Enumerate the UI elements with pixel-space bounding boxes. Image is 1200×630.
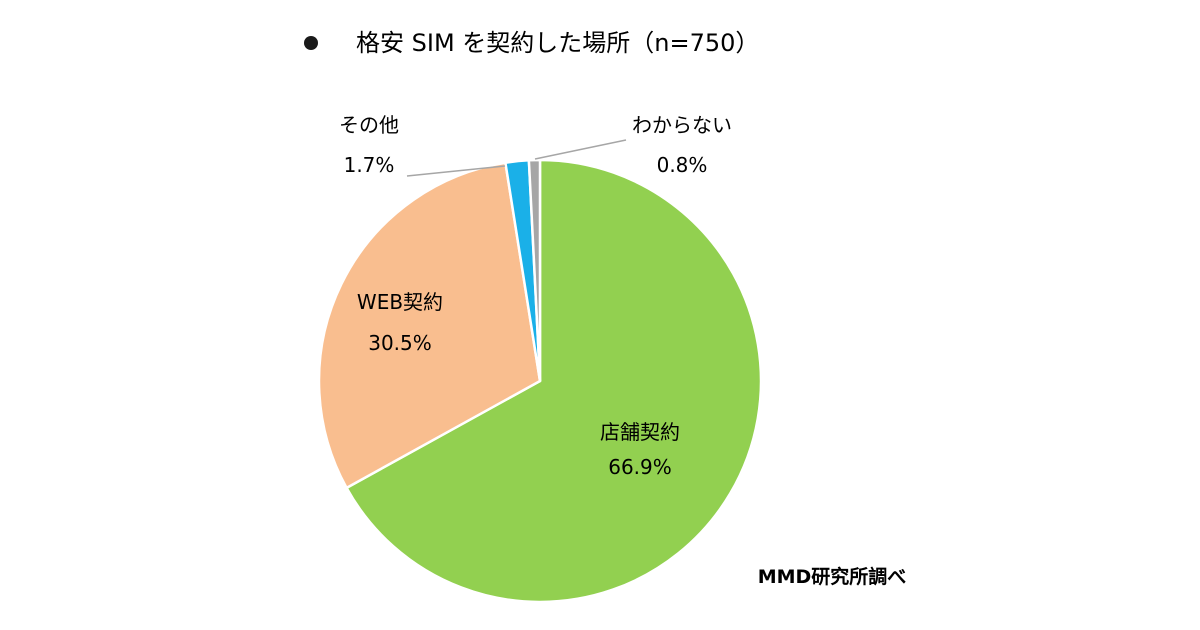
title-bullet <box>304 36 318 50</box>
pie-slices <box>317 158 763 604</box>
pie-slice-1 <box>345 158 763 604</box>
slice-label-3: その他 <box>339 113 399 137</box>
slice-labels: 店舗契約 66.9% WEB契約 30.5% その他 1.7% わからない 0.8% <box>339 113 732 479</box>
slice-value-4: 0.8% <box>657 153 708 177</box>
pie-slice-2 <box>317 161 542 490</box>
slice-value-2: 30.5% <box>368 331 432 355</box>
slice-label-4: わからない <box>632 113 732 137</box>
slice-label-1: 店舗契約 <box>600 420 680 444</box>
slice-value-3: 1.7% <box>344 153 395 177</box>
slice-value-1: 66.9% <box>608 455 672 479</box>
leader-lines <box>406 139 627 177</box>
source-note: MMD研究所調べ <box>758 565 907 588</box>
chart-title: 格安 SIM を契約した場所（n=750） <box>356 29 759 57</box>
pie-slice-4 <box>527 158 542 383</box>
leader-line-4 <box>534 139 627 160</box>
leader-line-3 <box>406 165 506 177</box>
slice-label-2: WEB契約 <box>357 290 443 314</box>
